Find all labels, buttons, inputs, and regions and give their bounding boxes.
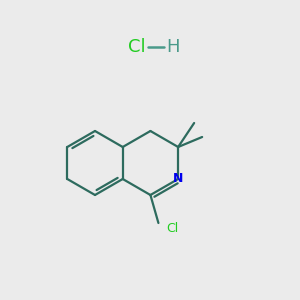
Text: H: H: [166, 38, 179, 56]
Text: Cl: Cl: [166, 221, 178, 235]
Text: N: N: [173, 172, 183, 185]
Text: Cl: Cl: [128, 38, 146, 56]
